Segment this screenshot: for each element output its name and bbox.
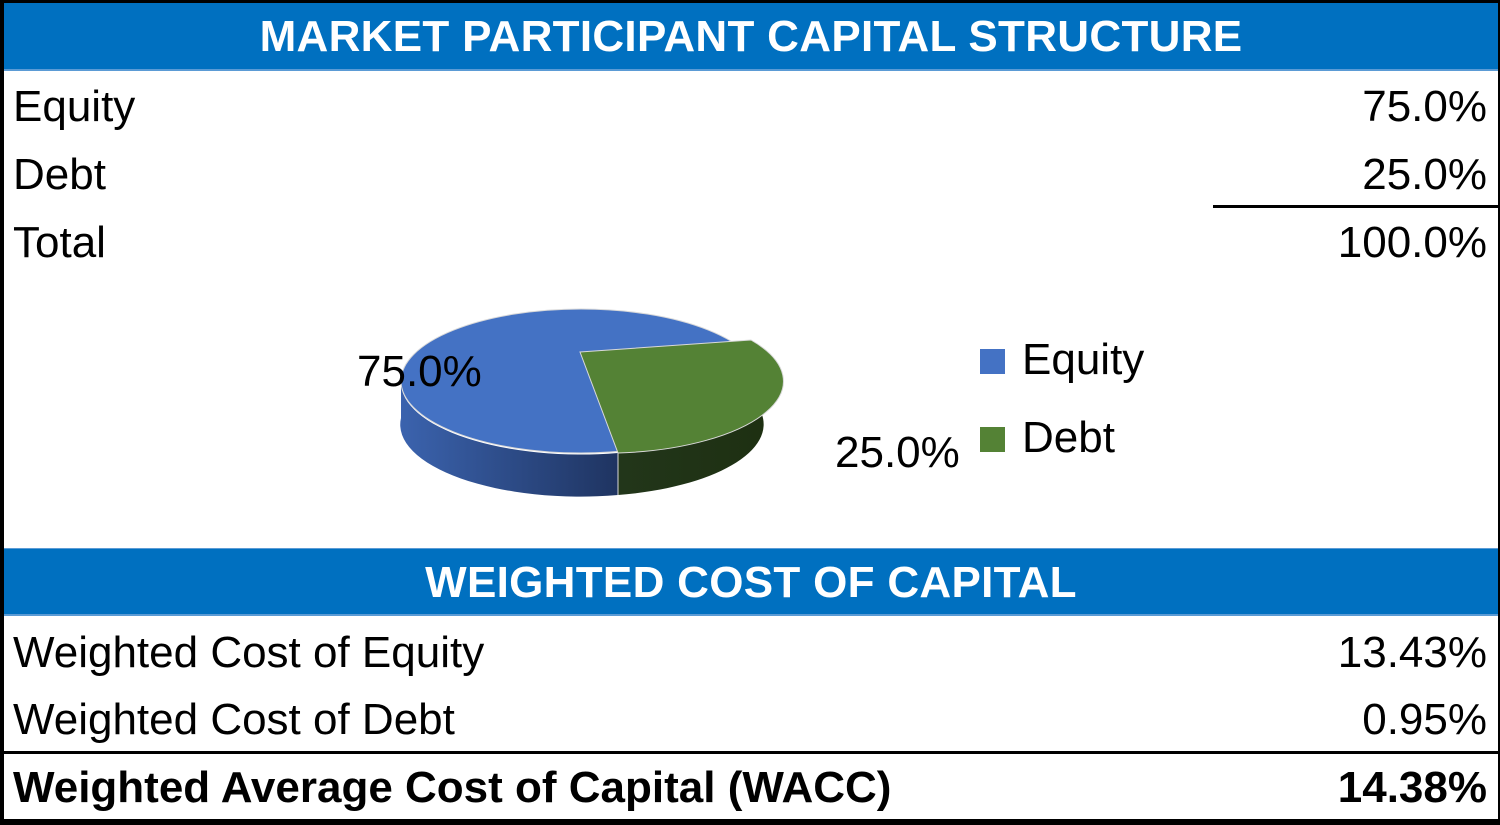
legend-label-equity: Equity — [1022, 335, 1145, 384]
debt-data-label: 25.0% — [835, 428, 960, 477]
debt-value: 25.0% — [1362, 150, 1487, 199]
capital-structure-header: MARKET PARTICIPANT CAPITAL STRUCTURE — [4, 3, 1498, 71]
equity-row: Equity 75.0% — [13, 73, 1487, 141]
debt-slice-side — [618, 372, 764, 495]
cost-debt-row: Weighted Cost of Debt 0.95% — [13, 686, 1487, 754]
equity-value: 75.0% — [1362, 82, 1487, 131]
wacc-row: Weighted Average Cost of Capital (WACC) … — [13, 755, 1487, 819]
wacc-divider — [4, 751, 1498, 754]
debt-swatch-icon — [980, 427, 1005, 452]
cost-debt-value: 0.95% — [1362, 695, 1487, 744]
equity-label: Equity — [13, 82, 136, 131]
equity-swatch-icon — [980, 349, 1005, 374]
cost-debt-label: Weighted Cost of Debt — [13, 695, 455, 744]
pie-graphic — [400, 308, 784, 497]
subtotal-divider — [1213, 205, 1498, 208]
legend-label-debt: Debt — [1022, 413, 1115, 462]
debt-label: Debt — [13, 150, 106, 199]
legend-item-equity: Equity — [980, 330, 1144, 408]
debt-row: Debt 25.0% — [13, 141, 1487, 209]
chart-legend: Equity Debt — [980, 330, 1144, 486]
cost-equity-value: 13.43% — [1337, 628, 1487, 677]
total-value: 100.0% — [1337, 218, 1487, 267]
total-label: Total — [13, 218, 106, 267]
equity-data-label: 75.0% — [357, 347, 482, 396]
capital-structure-pie-chart: 75.0% 25.0% Equity Debt — [330, 290, 1230, 530]
wacc-label: Weighted Average Cost of Capital (WACC) — [13, 763, 892, 812]
legend-item-debt: Debt — [980, 408, 1144, 486]
cost-equity-row: Weighted Cost of Equity 13.43% — [13, 619, 1487, 687]
total-row: Total 100.0% — [13, 209, 1487, 277]
equity-slice-side — [400, 382, 618, 497]
wacc-value: 14.38% — [1337, 763, 1487, 812]
cost-equity-label: Weighted Cost of Equity — [13, 628, 485, 677]
debt-slice-top — [579, 339, 784, 454]
wacc-header: WEIGHTED COST OF CAPITAL — [4, 548, 1498, 616]
